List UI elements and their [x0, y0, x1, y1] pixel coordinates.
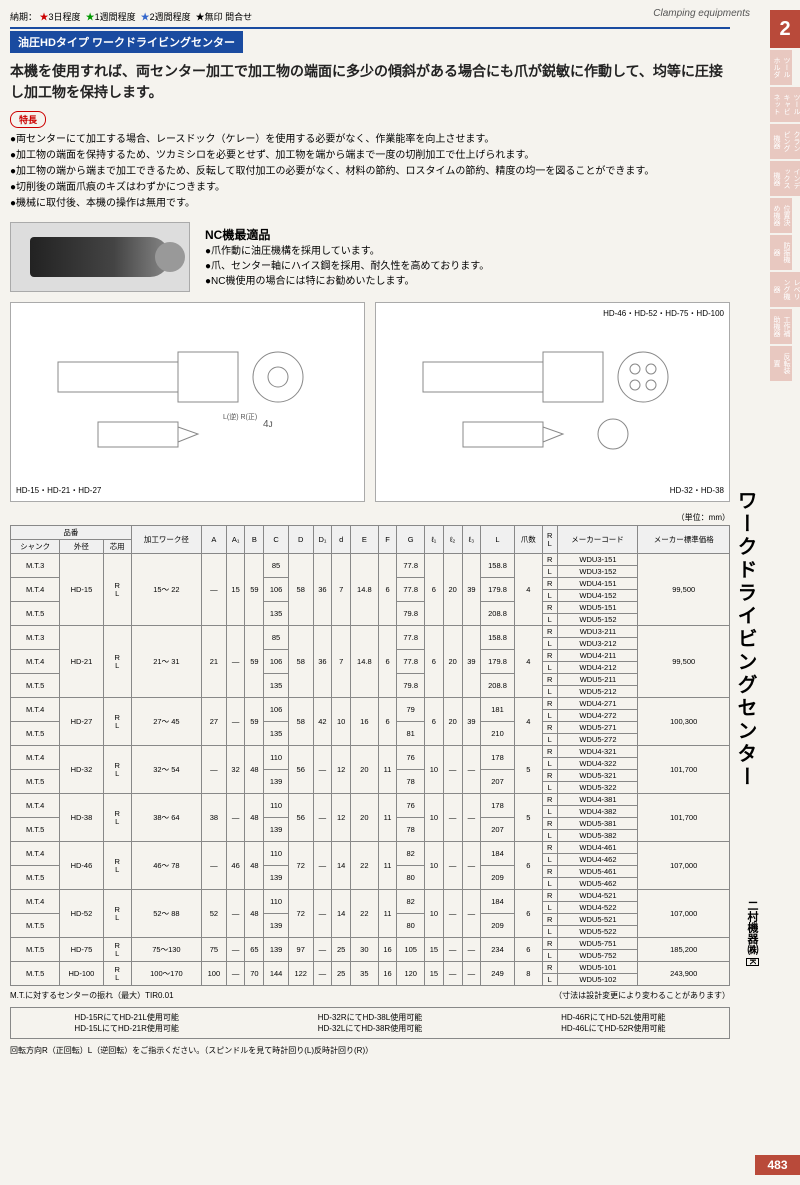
main-description: 本機を使用すれば、両センター加工で加工物の端面に多少の傾斜がある場合にも爪が鋭敏… [10, 61, 730, 103]
diagram-right: HD-46・HD-52・HD-75・HD-100 HD-32・HD-38 [375, 302, 730, 502]
rotation-note: 回転方向R（正回転）L（逆回転）をご指示ください。（スピンドルを見て時計回り(L… [10, 1045, 730, 1056]
category-label: Clamping equipments [653, 8, 750, 19]
product-title: 油圧HDタイプ ワークドライビングセンター [10, 31, 243, 53]
product-image [10, 222, 190, 292]
side-tab: クランピング機器 [770, 124, 800, 159]
vertical-maker: 二村機器㈱ K [744, 900, 760, 966]
spec-table: 品番 加工ワーク径 A A₁ B C D D₁ d E F G ℓ₁ ℓ₂ ℓ₃… [10, 525, 730, 986]
vertical-title: ワークドライビングセンター [731, 490, 760, 789]
table-note: M.T.に対するセンターの振れ（最大）TIR0.01 （寸法は設計変更により変わ… [10, 990, 730, 1001]
side-tab: 防振機器 [770, 235, 792, 270]
page-number: 483 [755, 1155, 800, 1175]
section-number: 2 [770, 10, 800, 48]
side-tab: 工作補助機器 [770, 309, 792, 344]
svg-text:L(逆) R(正): L(逆) R(正) [223, 412, 257, 421]
side-tab: 位置決め機器 [770, 198, 792, 233]
svg-text:4ᴊ: 4ᴊ [263, 419, 273, 430]
nc-description: NC機最適品 ●爪作動に油圧機構を採用しています。●爪、センター軸にハイス鋼を採… [205, 226, 489, 289]
unit-label: （単位：mm） [10, 512, 730, 523]
side-nav: ツールホルダツールキャビネットクランピング機器インデックス機器位置決め機器防振機… [770, 50, 800, 383]
compatibility-box: HD-15RにてHD-21L使用可能HD-15LにてHD-21R使用可能HD-3… [10, 1007, 730, 1039]
delivery-legend: 納期： ★3日程度 ★1週間程度 ★2週間程度 ★無印 問合せ [10, 10, 730, 23]
side-tab: レベリング機器 [770, 272, 800, 307]
side-tab: インデックス機器 [770, 161, 800, 196]
side-tab: ツールホルダ [770, 50, 792, 85]
side-tab: ツールキャビネット [770, 87, 800, 122]
side-tab: 反転装置 [770, 346, 792, 381]
diagram-left: 4ᴊ L(逆) R(正) HD-15・HD-21・HD-27 [10, 302, 365, 502]
features-badge: 特長 [10, 111, 46, 128]
feature-bullets: ●両センターにて加工する場合、レースドック（ケレー）を使用する必要がなく、作業能… [10, 132, 730, 212]
